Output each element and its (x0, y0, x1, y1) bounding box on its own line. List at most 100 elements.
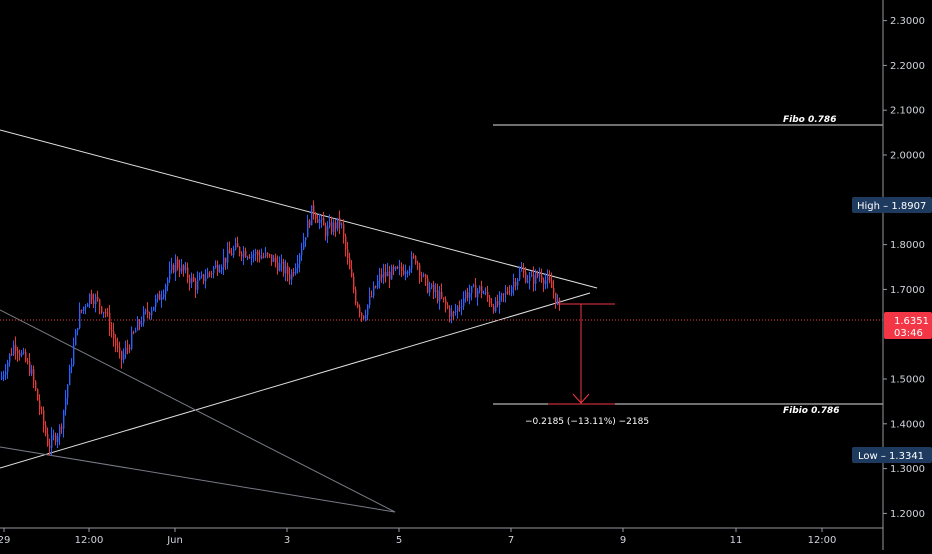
candle-body (101, 306, 103, 313)
candle-body (25, 351, 27, 362)
candle-body (37, 389, 39, 401)
candle-body (559, 299, 561, 303)
candle-body (17, 350, 19, 354)
candle-body (277, 262, 279, 271)
candle-body (461, 306, 463, 308)
candle-body (401, 267, 403, 271)
time-axis[interactable]: 29 12:00 Jun 3 5 7 9 11 12:00 (0, 527, 883, 546)
triangle-lower-trendline[interactable] (0, 292, 591, 469)
candle-body (121, 351, 123, 360)
candle-body (161, 297, 163, 300)
candle-body (171, 264, 173, 270)
candle-body (325, 225, 327, 237)
time-tick-label: 11 (730, 535, 743, 546)
candle-body (545, 280, 547, 285)
candle-body (269, 254, 271, 256)
candle-body (379, 274, 381, 281)
candle-body (393, 266, 395, 270)
candle-body (231, 253, 233, 256)
candle-body (191, 277, 193, 284)
current-price-countdown: 03:46 (894, 328, 923, 339)
candle-body (367, 304, 369, 316)
candle-body (337, 217, 339, 229)
candle-body (273, 257, 275, 262)
candle-body (307, 220, 309, 238)
candle-body (211, 272, 213, 274)
price-tick-label: 1.3000 (890, 464, 925, 475)
candle-body (507, 291, 509, 293)
candle-body (383, 271, 385, 278)
triangle-upper-trendline[interactable] (0, 129, 598, 289)
candle-body (347, 249, 349, 259)
candle-body (131, 332, 133, 349)
candle-body (441, 291, 443, 298)
candle-body (517, 279, 519, 286)
candle-body (259, 255, 261, 259)
candle-body (469, 293, 471, 298)
candle-body (109, 312, 111, 331)
candle-body (291, 272, 293, 280)
time-tick-label: 12:00 (75, 535, 104, 546)
high-price-tag-text: High – 1.8907 (857, 201, 926, 212)
candle-body (1, 376, 3, 379)
candle-body (553, 287, 555, 293)
candle-body (369, 296, 371, 305)
candle-body (117, 345, 119, 348)
candle-body (133, 332, 135, 334)
candle-body (35, 381, 37, 390)
candle-body (165, 285, 167, 295)
price-axis[interactable]: 2.3000 2.2000 2.1000 2.0000 1.8000 1.7000 1.50… (882, 0, 925, 550)
price-tick-label: 1.7000 (890, 285, 925, 296)
descending-trendline[interactable] (0, 309, 396, 513)
candle-body (177, 259, 179, 268)
candle-body (89, 294, 91, 305)
candle-body (143, 311, 145, 324)
candle-body (241, 253, 243, 257)
candle-body (513, 281, 515, 287)
candle-body (323, 218, 325, 226)
candle-body (301, 249, 303, 256)
candle-body (107, 312, 109, 314)
candle-body (153, 306, 155, 311)
candle-body (27, 361, 29, 363)
candle-body (189, 278, 191, 284)
candle-body (201, 274, 203, 277)
candle-body (463, 298, 465, 307)
candle-body (515, 281, 517, 286)
candle-body (197, 279, 199, 290)
candle-body (493, 305, 495, 312)
price-tick-label: 2.2000 (890, 61, 925, 72)
candle-body (41, 409, 43, 411)
candle-body (187, 267, 189, 279)
candle-body (309, 220, 311, 226)
price-tick-label: 1.4000 (890, 419, 925, 430)
candle-body (459, 306, 461, 308)
price-tick-label: 1.2000 (890, 509, 925, 520)
candle-body (251, 254, 253, 258)
candle-body (181, 265, 183, 272)
candle-body (475, 285, 477, 298)
candle-body (445, 299, 447, 305)
candle-body (281, 261, 283, 264)
candles-layer (1, 200, 561, 456)
candle-body (467, 292, 469, 298)
candle-body (415, 256, 417, 264)
candle-body (11, 353, 13, 355)
candle-body (335, 222, 337, 229)
time-tick-label: 7 (508, 535, 514, 546)
annotations-layer[interactable]: −0.2185 (−13.11%) −2185 Fibo 0.786 Fibio 0… (525, 115, 840, 427)
time-tick-label: 9 (620, 535, 626, 546)
candle-body (233, 249, 235, 256)
candle-body (85, 306, 87, 308)
current-price-tag (884, 312, 932, 339)
candle-body (371, 296, 373, 298)
candle-body (453, 311, 455, 313)
candle-body (31, 369, 33, 375)
candle-body (433, 284, 435, 292)
lower-trendline[interactable] (0, 446, 396, 513)
candle-body (141, 323, 143, 325)
candle-body (55, 435, 57, 443)
